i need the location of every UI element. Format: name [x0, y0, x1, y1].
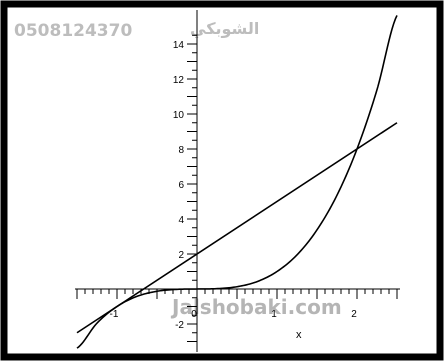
watermark-arabic: الشوبكي [190, 19, 259, 39]
y-tick-label: 10 [173, 110, 185, 121]
y-tick-label: 6 [178, 180, 184, 191]
x-tick-label: 2 [351, 309, 357, 320]
x-tick-label: 0 [191, 309, 197, 320]
y-tick-label: 14 [173, 40, 185, 51]
x-tick-label: 1 [271, 309, 277, 320]
y-tick-label: 4 [178, 215, 184, 226]
plot-series [76, 15, 398, 349]
watermark-phone: 0508124370 [14, 21, 132, 41]
cubic-curve-line [76, 15, 398, 349]
y-tick-label: 2 [178, 250, 184, 261]
y-tick-label: -2 [175, 320, 184, 331]
tangent-line [76, 122, 398, 334]
x-tick-label: -1 [110, 309, 119, 320]
y-tick-label: 12 [173, 75, 185, 86]
watermark-site: Jalshobaki.com [170, 295, 342, 319]
y-tick-label: 8 [178, 145, 184, 156]
x-axis-label: x [296, 329, 302, 341]
